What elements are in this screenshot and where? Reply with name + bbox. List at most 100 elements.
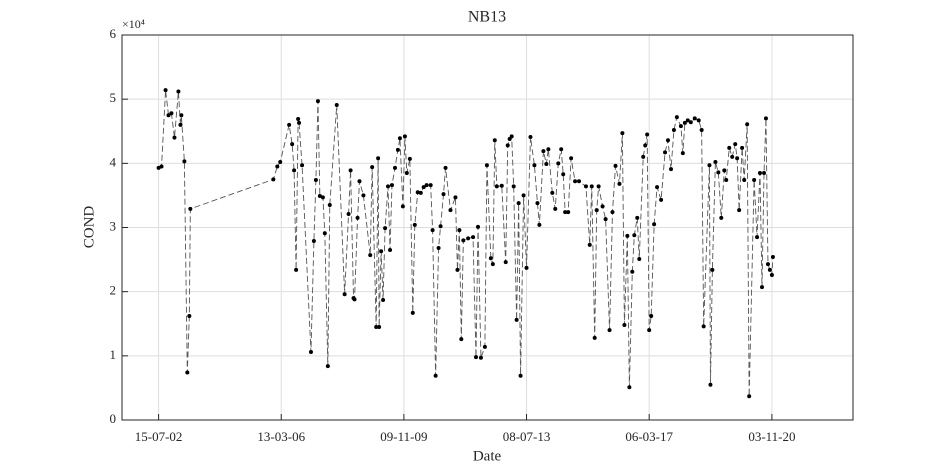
data-point <box>622 323 627 328</box>
data-point <box>461 238 466 243</box>
data-point <box>376 156 381 161</box>
data-point <box>737 208 742 213</box>
y-tick-label: 3 <box>110 218 117 233</box>
data-point <box>355 215 360 220</box>
data-point <box>770 255 775 260</box>
data-point <box>524 265 529 270</box>
data-point <box>415 190 420 195</box>
data-point <box>649 314 654 319</box>
data-point <box>627 385 632 390</box>
data-point <box>292 168 297 173</box>
data-point <box>287 122 292 127</box>
data-point <box>490 262 495 267</box>
data-point <box>315 99 320 104</box>
x-tick-label: 15-07-02 <box>135 429 183 444</box>
data-point <box>724 178 729 183</box>
data-point <box>671 127 676 132</box>
data-point <box>407 156 412 161</box>
data-point <box>659 197 664 202</box>
data-point <box>645 132 650 137</box>
data-point <box>509 134 514 139</box>
data-point <box>296 117 301 122</box>
data-point <box>674 115 679 120</box>
data-point <box>587 242 592 247</box>
data-point <box>473 355 478 360</box>
data-point <box>594 208 599 213</box>
data-point <box>630 269 635 274</box>
y-exponent: ×10⁴ <box>122 17 145 31</box>
data-point <box>511 184 516 189</box>
data-point <box>166 113 171 118</box>
data-point <box>528 135 533 140</box>
data-point <box>600 204 605 209</box>
data-point <box>455 267 460 272</box>
data-point <box>745 122 750 127</box>
data-point <box>632 233 637 238</box>
data-point <box>747 394 752 399</box>
data-point <box>370 165 375 170</box>
data-point <box>494 184 499 189</box>
data-point <box>438 224 443 229</box>
data-point <box>275 164 280 169</box>
data-point <box>334 102 339 107</box>
data-point <box>290 142 295 147</box>
data-point <box>386 184 391 189</box>
data-point <box>476 224 481 229</box>
data-point <box>410 310 415 315</box>
data-point <box>516 201 521 206</box>
data-point <box>412 222 417 227</box>
data-point <box>163 88 168 93</box>
data-point <box>755 235 760 240</box>
data-point <box>692 116 697 121</box>
data-point <box>188 206 193 211</box>
data-point <box>652 222 657 227</box>
data-point <box>436 246 441 251</box>
data-point <box>348 168 353 173</box>
data-point <box>482 344 487 349</box>
data-point <box>361 193 366 198</box>
data-point <box>707 163 712 168</box>
data-point <box>322 231 327 236</box>
data-point <box>278 160 283 165</box>
data-point <box>719 215 724 220</box>
data-point <box>685 118 690 123</box>
data-point <box>637 256 642 261</box>
data-point <box>559 147 564 152</box>
data-point <box>428 183 433 188</box>
data-point <box>320 195 325 200</box>
data-point <box>592 335 597 340</box>
data-point <box>532 163 537 168</box>
y-tick-label: 1 <box>110 347 117 362</box>
data-point <box>535 201 540 206</box>
data-point <box>550 190 555 195</box>
data-point <box>478 355 483 360</box>
data-point <box>317 194 322 199</box>
data-point <box>583 184 588 189</box>
data-point <box>716 170 721 175</box>
data-point <box>613 163 618 168</box>
data-point <box>722 168 727 173</box>
y-tick-label: 2 <box>110 283 117 298</box>
data-point <box>297 120 302 125</box>
data-point <box>762 170 767 175</box>
data-point <box>368 253 373 258</box>
data-point <box>678 124 683 129</box>
data-point <box>505 143 510 148</box>
data-point <box>769 272 774 277</box>
data-point <box>688 120 693 125</box>
data-point <box>187 314 192 319</box>
y-axis-label: COND <box>81 206 97 249</box>
data-point <box>457 228 462 233</box>
data-point <box>767 267 772 272</box>
data-point <box>643 143 648 148</box>
x-tick-label: 03-11-20 <box>748 429 795 444</box>
data-point <box>682 120 687 125</box>
data-point <box>381 298 386 303</box>
data-point <box>603 217 608 222</box>
y-tick-label: 4 <box>110 154 117 169</box>
data-point <box>499 183 504 188</box>
data-point <box>352 297 357 302</box>
data-point <box>537 222 542 227</box>
